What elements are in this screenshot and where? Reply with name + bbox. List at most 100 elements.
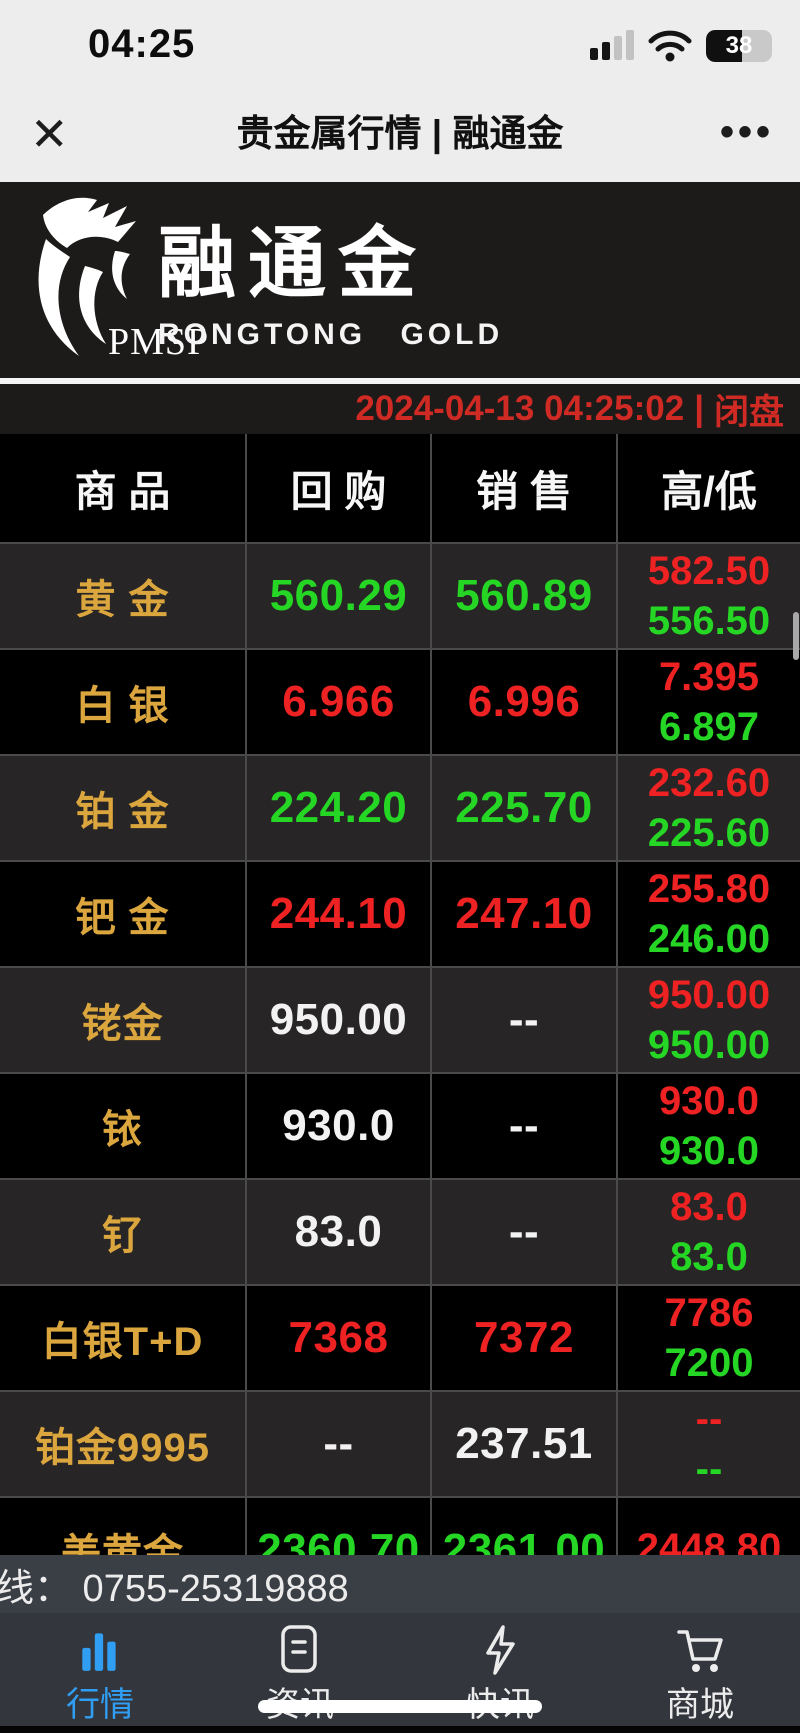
product-name: 钌 [102,1214,143,1258]
brand-pmsp-text: PMSP [108,321,210,363]
buyback-value: 930.0 [282,1101,395,1150]
home-indicator[interactable] [258,1700,542,1713]
low-value: 7200 [664,1341,754,1385]
high-value: 255.80 [647,867,771,911]
product-name: 白银T+D [41,1320,204,1364]
quote-grid: 商 品 回 购 销 售 高/低 黄 金 560.29 560.89 582.50… [0,434,800,1555]
lightning-icon [480,1623,520,1677]
tab-label: 商城 [666,1686,734,1724]
status-icons: 38 [590,26,772,62]
status-bar: 04:25 38 [0,0,800,90]
bottom-strip [0,1726,800,1733]
pmsp-logo-icon [22,188,202,374]
col-header-buyback: 回 购 [247,434,430,542]
scrollbar-thumb[interactable] [793,612,799,660]
high-value: 950.00 [647,973,771,1017]
tab-bar: 行情 资讯 快讯 商城 [0,1613,800,1733]
high-value: -- [695,1397,723,1441]
col-header-sell: 销 售 [432,434,616,542]
buyback-value: 6.966 [282,677,395,726]
market-status: 闭盘 [713,392,784,432]
tab-quotes[interactable]: 行情 [0,1613,200,1733]
low-value: 556.50 [647,599,771,643]
low-value: 930.0 [658,1129,760,1173]
sell-value: 247.10 [455,889,593,938]
news-icon [280,1623,320,1677]
product-name: 铑金 [81,1002,164,1046]
battery-icon: 38 [706,30,772,62]
battery-percent: 38 [725,32,753,59]
bar-chart-icon [80,1623,120,1677]
high-value: 232.60 [647,761,771,805]
product-name: 铂 金 [75,790,170,834]
buyback-value: -- [323,1419,354,1468]
product-name: 铱 [102,1108,143,1152]
sell-value: 2361.00 [442,1525,606,1555]
brand-name-en: RONGTONG GOLD [158,318,504,351]
high-low-values: 83.0 83.0 [618,1180,800,1284]
wifi-icon [648,30,692,62]
tab-mall[interactable]: 商城 [600,1613,800,1733]
high-value: 930.0 [658,1079,760,1123]
sell-value: -- [508,995,540,1044]
low-value: 83.0 [670,1235,748,1279]
brand-name-cn: 融通金 [158,219,429,307]
buyback-value: 7368 [288,1313,389,1362]
product-name: 铂金9995 [35,1426,210,1470]
low-value: 225.60 [647,811,771,855]
sell-value: 6.996 [467,677,581,726]
divider-char: | [694,389,704,428]
high-low-values: 2448.80 [618,1498,800,1555]
quote-timestamp-bar: 2024-04-13 04:25:02 | 闭盘 [0,384,800,434]
buyback-value: 224.20 [269,783,408,832]
hotline-bar[interactable]: 线： 0755-25319888 [0,1555,800,1613]
high-low-values: 7786 7200 [618,1286,800,1390]
divider-strip [0,378,800,384]
cart-icon [674,1623,726,1677]
low-value: -- [695,1447,723,1491]
low-value: 6.897 [658,705,760,749]
tab-flash-news[interactable]: 快讯 [400,1613,600,1733]
buyback-value: 950.00 [269,995,408,1044]
low-value: 246.00 [647,917,771,961]
high-low-values: 950.00 950.00 [618,968,800,1072]
product-name: 钯 金 [75,896,170,940]
sell-value: 7372 [474,1313,574,1362]
sell-value: -- [508,1207,540,1256]
high-value: 582.50 [647,549,771,593]
low-value: 950.00 [647,1023,771,1067]
product-name: 黄 金 [75,578,170,622]
buyback-value: 2360.70 [257,1525,420,1555]
page-title: 贵金属行情 | 融通金 [236,113,564,154]
high-low-values: 930.0 930.0 [618,1074,800,1178]
brand-header: PMSP 融通金 RONGTONG GOLD [0,182,800,378]
high-low-values: -- -- [618,1392,800,1496]
clock-time: 04:25 [88,22,196,66]
wechat-nav-bar: ✕ 贵金属行情 | 融通金 ••• [0,90,800,182]
cellular-signal-icon [590,26,634,62]
buyback-value: 560.29 [269,571,408,620]
sell-value: 237.51 [455,1419,593,1468]
high-low-values: 582.50 556.50 [618,544,800,648]
high-value: 83.0 [670,1185,748,1229]
high-value: 2448.80 [636,1526,782,1555]
tab-news[interactable]: 资讯 [200,1613,400,1733]
close-icon[interactable]: ✕ [30,108,69,160]
buyback-value: 83.0 [294,1207,383,1256]
sell-value: -- [508,1101,540,1150]
sell-value: 225.70 [455,783,593,832]
high-value: 7.395 [658,655,760,699]
col-header-product: 商 品 [0,434,245,542]
high-low-values: 7.395 6.897 [618,650,800,754]
product-name: 白 银 [75,684,170,728]
hotline-text: 线： 0755-25319888 [0,1567,349,1610]
quote-datetime: 2024-04-13 04:25:02 [355,389,685,428]
sell-value: 560.89 [455,571,593,620]
col-header-highlow: 高/低 [618,434,800,542]
buyback-value: 244.10 [269,889,408,938]
high-low-values: 255.80 246.00 [618,862,800,966]
tab-label: 行情 [66,1686,134,1724]
quote-table: 商 品 回 购 销 售 高/低 黄 金 560.29 560.89 582.50… [0,434,800,1555]
product-name: 美黄金 [61,1532,184,1555]
more-menu-icon[interactable]: ••• [719,110,774,154]
